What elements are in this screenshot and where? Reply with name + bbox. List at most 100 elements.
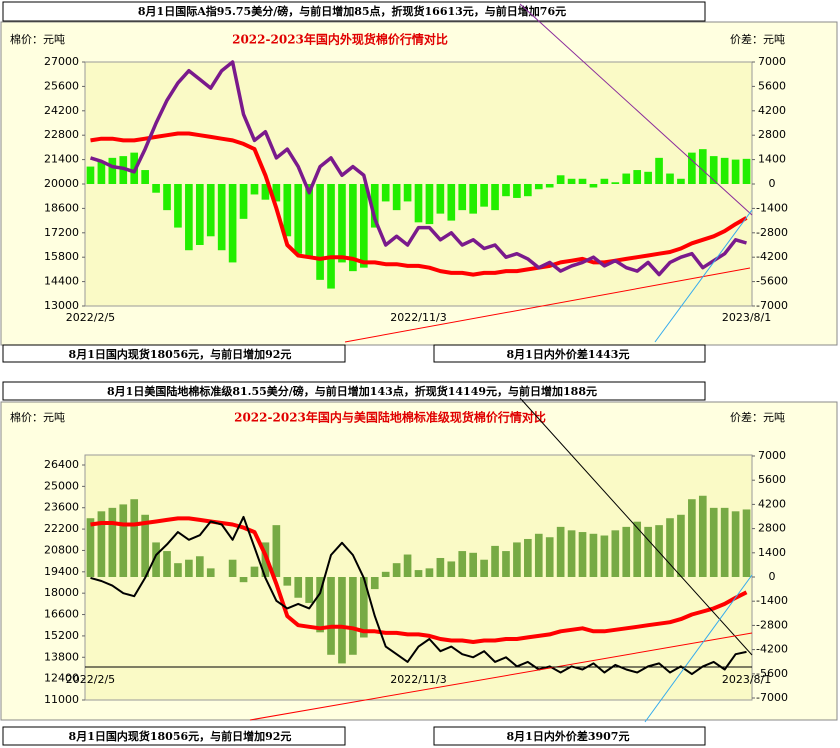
y-axis-label: 棉价：元吨 xyxy=(10,410,65,424)
bar xyxy=(480,184,488,207)
bar xyxy=(578,532,587,577)
bar xyxy=(567,530,576,577)
bar xyxy=(469,184,477,214)
note-left: 8月1日国内现货18056元，与前日增加92元 xyxy=(69,729,292,743)
y-tick-label: 11000 xyxy=(44,693,79,706)
y-tick-label: 18000 xyxy=(44,586,79,599)
line xyxy=(90,131,748,277)
x-tick-label: 2022/11/3 xyxy=(390,673,446,686)
pointer-line xyxy=(249,632,753,721)
bar xyxy=(305,577,313,603)
bar xyxy=(589,533,598,577)
header: 8月1日国际A指95.75美分/磅，与前日增加85点，折现货16613元，与前日… xyxy=(138,4,566,18)
y-tick-label: 24200 xyxy=(44,104,79,117)
bar xyxy=(698,149,707,184)
bar xyxy=(545,537,554,577)
y-tick-label: 17200 xyxy=(44,226,79,239)
y2-tick-label: 7000 xyxy=(758,449,786,462)
y-tick-label: 27000 xyxy=(44,55,79,68)
y2-tick-label: -4200 xyxy=(756,250,788,263)
y2-tick-label: 4200 xyxy=(758,104,786,117)
bar xyxy=(425,184,434,225)
note-right: 8月1日内外价差3907元 xyxy=(507,729,630,743)
bar xyxy=(360,184,368,268)
y2-tick-label: 5600 xyxy=(758,79,786,92)
bar xyxy=(283,184,292,237)
bar xyxy=(469,552,477,577)
bar xyxy=(622,526,631,577)
bar xyxy=(436,557,445,577)
bar xyxy=(163,184,171,211)
y-tick-label: 26400 xyxy=(44,458,79,471)
bar xyxy=(545,184,554,188)
y2-tick-label: -1400 xyxy=(756,594,788,607)
y2-tick-label: -2800 xyxy=(756,618,788,631)
y-tick-label: 22800 xyxy=(44,128,79,141)
y2-tick-label: -5600 xyxy=(756,667,788,680)
bar xyxy=(622,173,631,184)
bar xyxy=(720,507,729,577)
line xyxy=(89,60,747,277)
bar xyxy=(195,184,204,245)
bar xyxy=(567,178,576,184)
note-box xyxy=(433,344,706,363)
bar xyxy=(360,577,368,638)
bar xyxy=(97,511,106,577)
bar xyxy=(338,577,346,664)
y-axis-label: 棉价：元吨 xyxy=(10,32,65,46)
bar xyxy=(600,535,609,577)
bar xyxy=(217,184,226,251)
y-tick-label: 25600 xyxy=(44,79,79,92)
bar xyxy=(513,542,521,577)
bar xyxy=(152,184,160,193)
bar xyxy=(239,577,248,583)
y2-tick-label: -2800 xyxy=(756,226,788,239)
y-tick-label: 20000 xyxy=(44,177,79,190)
y-tick-label: 20800 xyxy=(44,543,79,556)
pointer-line xyxy=(644,574,753,723)
bar xyxy=(720,157,729,184)
bar xyxy=(97,161,106,184)
plot-area xyxy=(84,454,753,701)
header-box xyxy=(2,1,706,22)
bar xyxy=(611,182,620,184)
bar xyxy=(502,184,510,197)
bar xyxy=(272,184,281,202)
bar xyxy=(163,551,171,577)
bar xyxy=(611,530,620,577)
bar xyxy=(425,568,434,577)
y-tick-label: 12400 xyxy=(44,672,79,685)
bar xyxy=(447,184,456,221)
y2-axis-label: 价差：元吨 xyxy=(730,32,785,46)
y-tick-label: 23600 xyxy=(44,501,79,514)
bar xyxy=(447,561,456,577)
bar xyxy=(491,184,499,211)
bar xyxy=(666,173,674,184)
bar xyxy=(239,184,248,219)
bar xyxy=(108,157,117,184)
bar xyxy=(677,178,685,184)
bar xyxy=(86,518,95,577)
header: 8月1日美国陆地棉标准级81.55美分/磅，与前日增加143点，折现货14149… xyxy=(107,384,597,398)
bar xyxy=(709,507,718,577)
bar xyxy=(742,158,751,184)
bar xyxy=(578,178,587,184)
pointer-line xyxy=(344,267,751,343)
bar xyxy=(294,184,303,254)
bar xyxy=(250,184,259,195)
x-tick-label: 2023/8/1 xyxy=(722,311,771,324)
y-tick-label: 22200 xyxy=(44,522,79,535)
bar xyxy=(709,156,718,184)
y2-tick-label: 4200 xyxy=(758,497,786,510)
bar xyxy=(108,507,117,577)
y2-tick-label: -1400 xyxy=(756,201,788,214)
bar xyxy=(305,184,313,258)
bar xyxy=(677,514,685,577)
y2-axis-label: 价差：元吨 xyxy=(730,410,785,424)
chart-title: 2022-2023年国内与美国陆地棉标准级现货棉价行情对比 xyxy=(234,410,546,425)
bar xyxy=(534,533,543,577)
y-tick-label: 18600 xyxy=(44,201,79,214)
y2-tick-label: -7000 xyxy=(756,691,788,704)
bar xyxy=(524,184,532,197)
y-tick-label: 15200 xyxy=(44,629,79,642)
